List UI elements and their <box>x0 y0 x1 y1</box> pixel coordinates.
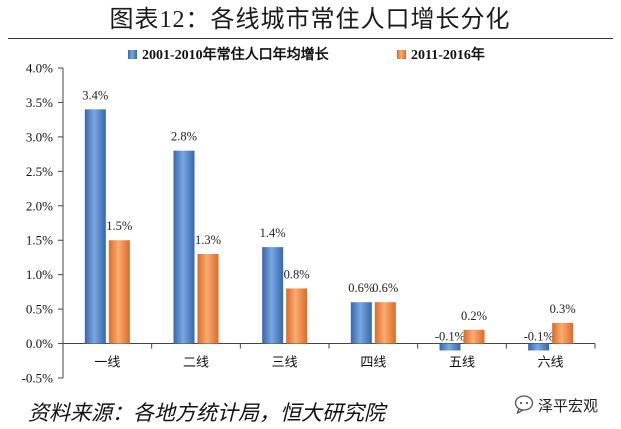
y-tick-label: -0.5% <box>22 371 54 386</box>
bar-series-1-2 <box>173 150 195 344</box>
bar-series-1-4 <box>350 302 372 344</box>
brand-name: 泽平宏观 <box>538 398 598 415</box>
category-label: 三线 <box>272 355 298 370</box>
data-label: -0.1% <box>435 330 465 344</box>
data-label: 1.3% <box>195 233 221 247</box>
y-tick-label: 1.5% <box>26 233 53 248</box>
bar-series-2-3 <box>286 288 308 344</box>
bar-series-1-5 <box>439 343 461 351</box>
data-label: 0.6% <box>372 281 398 295</box>
data-label: 3.4% <box>82 88 108 102</box>
bar-series-2-1 <box>108 240 130 344</box>
bar-series-1-6 <box>528 343 550 351</box>
legend-swatch-series-2 <box>397 50 406 59</box>
data-label: 1.4% <box>260 226 286 240</box>
y-tick-label: 3.5% <box>26 95 53 110</box>
y-tick-label: 1.0% <box>26 267 53 282</box>
wechat-icon <box>514 395 534 415</box>
category-label: 五线 <box>449 355 475 370</box>
data-label: 2.8% <box>171 130 197 144</box>
y-tick-label: 3.0% <box>26 129 53 144</box>
data-label: 1.5% <box>106 219 132 233</box>
data-label: 0.8% <box>284 267 310 281</box>
y-tick-label: 2.5% <box>26 164 53 179</box>
category-label: 二线 <box>183 355 209 370</box>
legend-swatch-series-1 <box>128 50 137 59</box>
data-label: 0.2% <box>461 309 487 323</box>
brand: 泽平宏观 <box>514 395 598 415</box>
bar-series-2-5 <box>463 329 485 344</box>
data-label: 0.6% <box>348 281 374 295</box>
legend: 2001-2010年常住人口年均增长 2011-2016年 <box>128 46 485 63</box>
y-tick-label: 2.0% <box>26 198 53 213</box>
bar-series-2-6 <box>552 322 574 344</box>
category-label: 四线 <box>360 355 386 370</box>
category-label: 六线 <box>538 355 564 370</box>
y-tick-label: 0.0% <box>26 336 53 351</box>
bar-series-1-1 <box>84 109 106 344</box>
bar-series-1-3 <box>262 247 284 344</box>
data-label: -0.1% <box>524 330 554 344</box>
plot-area: 4.0% 3.5% 3.0% 2.5% 2.0% 1.5% 1.0% 0.5% 0.0% -0.5… <box>22 61 596 386</box>
bar-series-2-2 <box>197 254 219 344</box>
legend-label-series-1: 2001-2010年常住人口年均增长 <box>142 46 330 63</box>
legend-label-series-2: 2011-2016年 <box>411 46 485 63</box>
category-label: 一线 <box>94 355 120 370</box>
bar-series-2-4 <box>374 302 396 344</box>
chart-title: 图表12：各线城市常住人口增长分化 <box>110 6 511 33</box>
y-tick-label: 4.0% <box>26 61 53 76</box>
y-tick-label: 0.5% <box>26 302 53 317</box>
data-label: 0.3% <box>550 302 576 316</box>
source-note: 资料来源：各地方统计局，恒大研究院 <box>28 401 388 425</box>
